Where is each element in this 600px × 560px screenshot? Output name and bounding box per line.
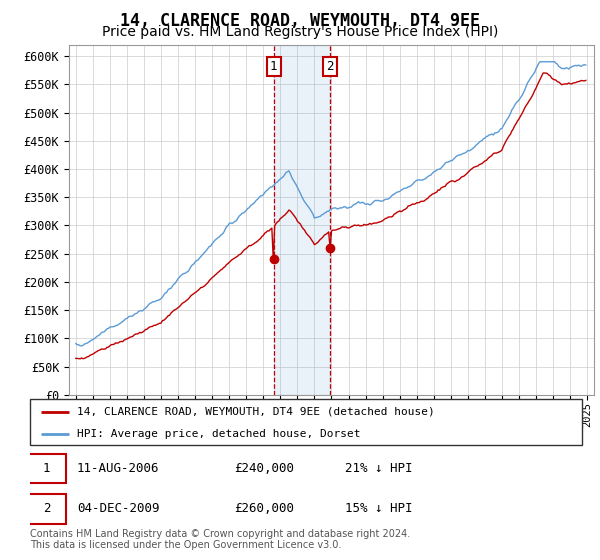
Bar: [274, 45, 330, 395]
Text: 2: 2: [43, 502, 50, 515]
Text: Price paid vs. HM Land Registry's House Price Index (HPI): Price paid vs. HM Land Registry's House …: [102, 25, 498, 39]
Text: £260,000: £260,000: [234, 502, 294, 515]
Text: 15% ↓ HPI: 15% ↓ HPI: [344, 502, 412, 515]
FancyBboxPatch shape: [30, 399, 582, 445]
Text: 1: 1: [43, 462, 50, 475]
Text: 14, CLARENCE ROAD, WEYMOUTH, DT4 9EE (detached house): 14, CLARENCE ROAD, WEYMOUTH, DT4 9EE (de…: [77, 407, 434, 417]
FancyBboxPatch shape: [27, 494, 66, 524]
Text: 04-DEC-2009: 04-DEC-2009: [77, 502, 160, 515]
Text: 14, CLARENCE ROAD, WEYMOUTH, DT4 9EE: 14, CLARENCE ROAD, WEYMOUTH, DT4 9EE: [120, 12, 480, 30]
FancyBboxPatch shape: [27, 454, 66, 483]
Text: 11-AUG-2006: 11-AUG-2006: [77, 462, 160, 475]
Text: This data is licensed under the Open Government Licence v3.0.: This data is licensed under the Open Gov…: [30, 540, 341, 550]
Text: 21% ↓ HPI: 21% ↓ HPI: [344, 462, 412, 475]
Text: 2: 2: [326, 60, 334, 73]
Text: £240,000: £240,000: [234, 462, 294, 475]
Text: HPI: Average price, detached house, Dorset: HPI: Average price, detached house, Dors…: [77, 429, 361, 438]
Text: 1: 1: [270, 60, 277, 73]
Text: Contains HM Land Registry data © Crown copyright and database right 2024.: Contains HM Land Registry data © Crown c…: [30, 529, 410, 539]
